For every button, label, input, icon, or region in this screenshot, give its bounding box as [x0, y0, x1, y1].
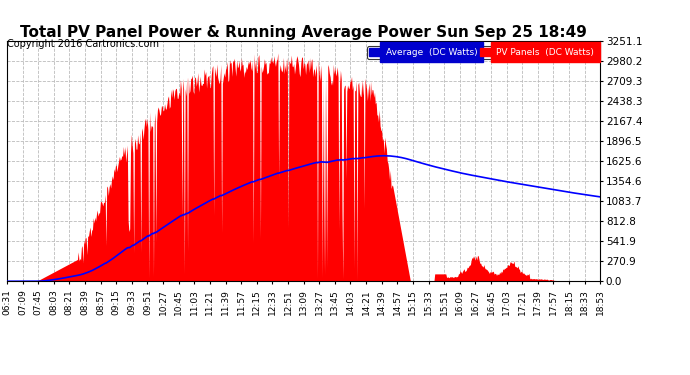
- Title: Total PV Panel Power & Running Average Power Sun Sep 25 18:49: Total PV Panel Power & Running Average P…: [20, 25, 587, 40]
- Text: Copyright 2016 Cartronics.com: Copyright 2016 Cartronics.com: [7, 39, 159, 50]
- Legend: Average  (DC Watts), PV Panels  (DC Watts): Average (DC Watts), PV Panels (DC Watts): [368, 46, 595, 58]
